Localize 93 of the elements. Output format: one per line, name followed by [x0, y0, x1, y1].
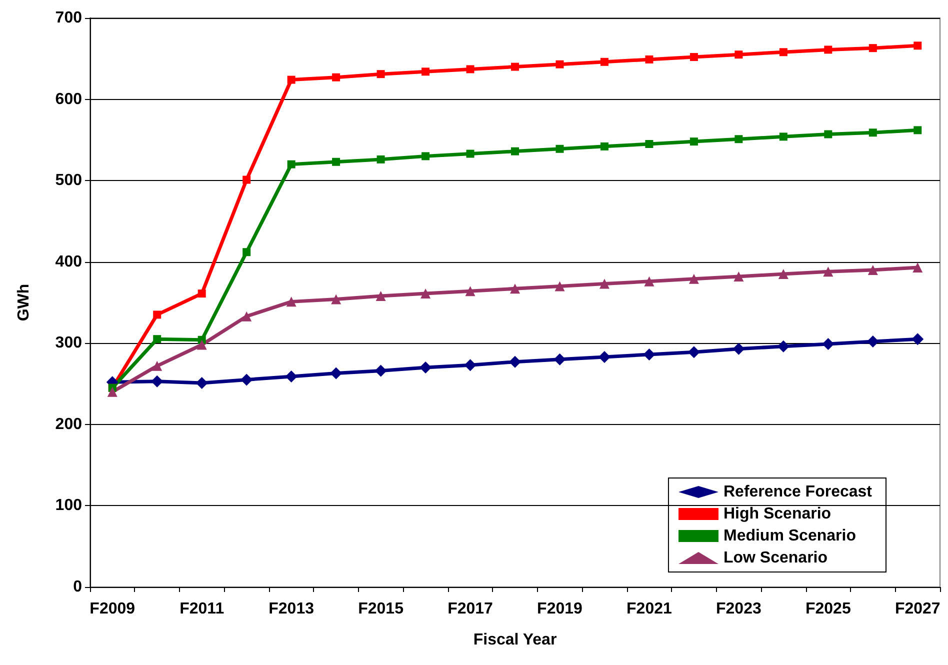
point [645, 140, 654, 148]
point [510, 284, 520, 294]
point [153, 335, 162, 344]
y-tick-label: 300 [55, 334, 82, 352]
x-tick-label: F2011 [180, 600, 224, 618]
point [376, 70, 385, 78]
point [823, 266, 834, 277]
point [554, 353, 566, 366]
point [107, 386, 118, 397]
point [196, 340, 207, 350]
x-tick-label: F2023 [716, 600, 762, 618]
point [286, 296, 296, 307]
point [912, 333, 924, 346]
point [464, 359, 476, 372]
x-tick-label: F2019 [537, 600, 583, 618]
point [240, 374, 253, 386]
point [287, 160, 296, 168]
point [242, 176, 251, 184]
point [824, 130, 832, 138]
point [151, 375, 164, 388]
point [196, 376, 208, 389]
x-tick-label: F2027 [894, 600, 940, 618]
point [374, 364, 387, 377]
point [779, 132, 788, 141]
point [465, 286, 476, 296]
x-tick-label: F2025 [805, 600, 851, 618]
point [734, 135, 743, 144]
point [554, 281, 565, 292]
point [152, 360, 162, 371]
point [466, 65, 474, 74]
point [779, 48, 788, 56]
point [332, 73, 340, 82]
y-tick-label: 100 [55, 497, 82, 514]
point [914, 42, 922, 50]
x-axis-title: Fiscal Year [473, 632, 557, 648]
legend-label: Medium Scenario [723, 528, 856, 544]
y-tick-label: 0 [73, 578, 82, 596]
point [734, 50, 743, 59]
point [285, 370, 298, 382]
point [330, 367, 342, 380]
x-tick-label: F2013 [268, 600, 314, 618]
point [690, 138, 698, 146]
point [556, 144, 564, 153]
point [242, 311, 252, 322]
y-axis-title: GWh [16, 284, 32, 322]
point [914, 126, 922, 134]
point [331, 294, 342, 304]
x-tick-label: F2021 [626, 600, 672, 618]
point [643, 348, 656, 361]
point [734, 271, 744, 282]
x-tick-label: F2017 [448, 600, 494, 618]
y-tick-label: 600 [55, 90, 82, 108]
point [600, 142, 608, 150]
legend-label: High Scenario [723, 506, 832, 522]
point [824, 46, 832, 54]
point [732, 342, 745, 355]
y-tick-label: 500 [55, 172, 82, 190]
point [868, 128, 877, 137]
point [153, 310, 162, 319]
point [376, 290, 386, 301]
y-tick-label: 700 [55, 10, 82, 26]
legend-label: Reference Forecast [723, 484, 873, 500]
point [777, 340, 790, 352]
point [645, 55, 654, 64]
point [868, 44, 877, 52]
point [466, 150, 474, 158]
point [644, 276, 654, 286]
point [599, 278, 610, 289]
point [868, 264, 878, 275]
point [422, 152, 430, 160]
legend-label: Low Scenario [723, 550, 828, 566]
point [600, 58, 608, 66]
point [509, 356, 521, 368]
point [690, 53, 698, 62]
point [376, 155, 385, 164]
point [912, 262, 923, 273]
point [511, 62, 519, 71]
point [332, 158, 340, 166]
point [242, 248, 251, 256]
x-tick-label: F2015 [358, 600, 404, 618]
point [198, 290, 206, 298]
point [556, 60, 564, 68]
y-tick-label: 400 [55, 253, 82, 270]
x-tick-label: F2009 [90, 600, 136, 618]
point [778, 269, 788, 280]
y-tick-label: 200 [55, 416, 82, 433]
point [688, 274, 699, 284]
point [287, 76, 296, 84]
point [822, 338, 834, 350]
point [420, 288, 431, 299]
point [511, 147, 519, 156]
point [422, 68, 430, 76]
point [688, 346, 700, 358]
